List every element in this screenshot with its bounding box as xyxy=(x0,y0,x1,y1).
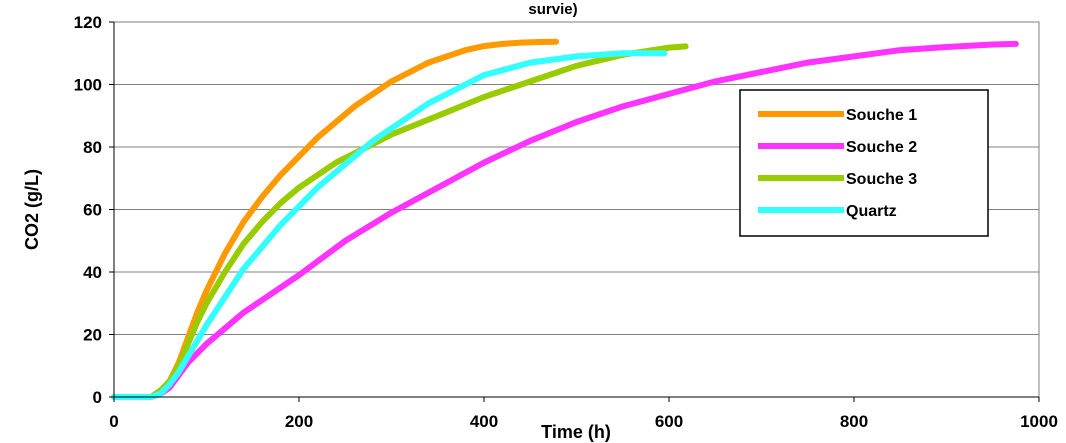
x-axis-title: Time (h) xyxy=(541,422,611,442)
y-axis-title: CO2 (g/L) xyxy=(22,169,42,250)
y-tick-label: 80 xyxy=(83,138,102,157)
series-lines xyxy=(111,38,1019,400)
y-tick-label: 60 xyxy=(83,201,102,220)
x-tick-label: 0 xyxy=(109,412,118,431)
legend-label: Souche 1 xyxy=(846,107,917,124)
legend-label: Souche 3 xyxy=(846,171,917,188)
y-tick-label: 100 xyxy=(74,76,102,95)
x-tick-label: 1000 xyxy=(1020,412,1058,431)
legend: Souche 1 Souche 2 Souche 3 Quartz xyxy=(739,89,989,237)
y-tick-label: 20 xyxy=(83,326,102,345)
x-tick-label: 800 xyxy=(840,412,868,431)
y-tick-label: 0 xyxy=(93,388,102,407)
x-tick-label: 600 xyxy=(655,412,683,431)
x-tick-labels: 0 200 400 600 800 1000 xyxy=(109,412,1058,431)
y-tick-labels: 0 20 40 60 80 100 120 xyxy=(74,13,102,407)
series-line-3 xyxy=(111,43,689,400)
series-line-4 xyxy=(111,50,668,400)
legend-label: Quartz xyxy=(846,203,897,220)
axes xyxy=(109,21,1040,402)
x-tick-label: 400 xyxy=(470,412,498,431)
chart-title: survie) xyxy=(528,1,577,18)
y-tick-label: 120 xyxy=(74,13,102,32)
x-tick-label: 200 xyxy=(285,412,313,431)
y-tick-label: 40 xyxy=(83,263,102,282)
legend-label: Souche 2 xyxy=(846,139,917,156)
